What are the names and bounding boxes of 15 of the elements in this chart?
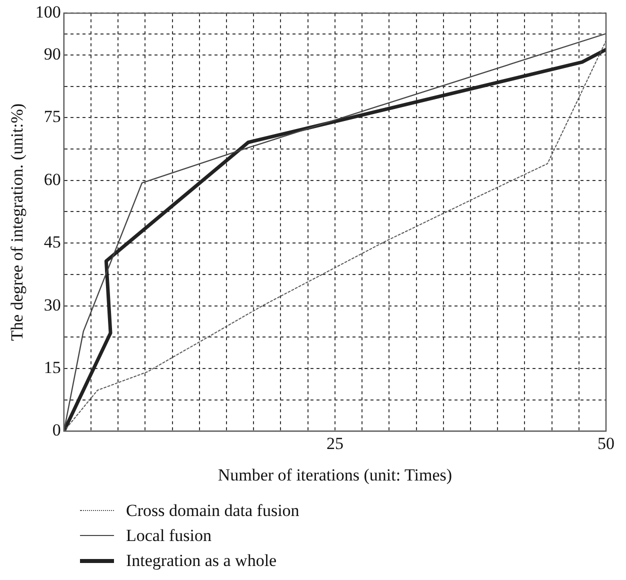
y-tick-label: 75 xyxy=(44,107,61,126)
y-tick-label: 0 xyxy=(52,420,61,440)
y-tick-label: 45 xyxy=(44,232,61,252)
legend-label: Local fusion xyxy=(126,526,212,546)
x-tick-label: 50 xyxy=(598,434,614,453)
y-tick-label: 30 xyxy=(44,295,61,314)
legend-label: Cross domain data fusion xyxy=(126,500,300,520)
x-axis-title: Number of iterations (unit: Times) xyxy=(218,465,452,484)
y-tick-label: 90 xyxy=(44,44,61,64)
y-tick-label: 15 xyxy=(44,358,61,377)
legend-label: Integration as a whole xyxy=(126,550,277,570)
x-tick-label: 25 xyxy=(326,434,344,453)
y-tick-label: 60 xyxy=(44,170,61,189)
y-tick-label: 100 xyxy=(35,2,61,22)
y-axis-title: The degree of integration. (unit:%) xyxy=(8,103,27,341)
